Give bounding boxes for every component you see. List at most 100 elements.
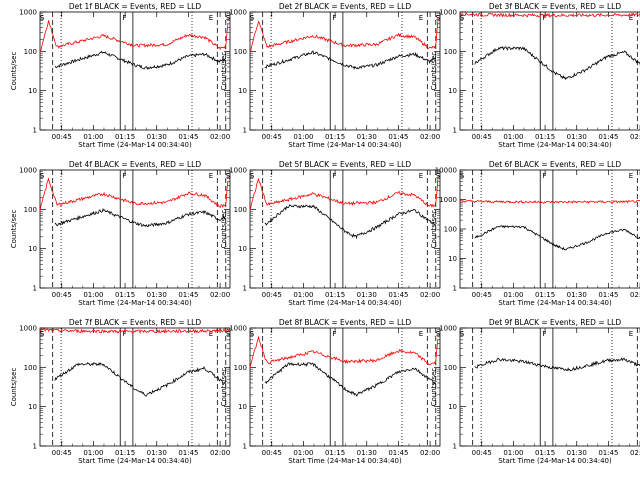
x-tick-label: 00:45 — [262, 291, 282, 299]
y-tick-label: 10 — [238, 403, 247, 411]
x-tick-label: 01:45 — [598, 449, 618, 457]
panel-title: Det 4f BLACK = Events, RED = LLD — [69, 160, 202, 169]
x-tick-label: 00:45 — [472, 449, 492, 457]
marker-label-e: E — [209, 172, 213, 180]
y-tick-label: 1000 — [439, 196, 457, 204]
marker-label-e: E — [629, 14, 633, 22]
series-events — [264, 50, 437, 70]
panel-title: Det 6f BLACK = Events, RED = LLD — [489, 160, 622, 169]
y-tick-label: 10 — [28, 245, 37, 253]
series-lld — [249, 336, 439, 369]
y-axis-label: Counts/sec — [430, 52, 438, 91]
marker-label-s: S — [40, 14, 45, 22]
x-tick-label: 00:45 — [262, 133, 282, 141]
x-tick-label: 02:00 — [420, 291, 440, 299]
x-tick-label: 01:15 — [115, 449, 135, 457]
x-tick-label: 00:45 — [52, 449, 72, 457]
series-lld — [39, 327, 231, 334]
panel-det-2: Det 2f BLACK = Events, RED = LLD 1 10 100 10… — [220, 2, 441, 149]
y-tick-label: 10000 — [435, 167, 457, 175]
series-events — [474, 45, 640, 81]
marker-label-s: S — [460, 330, 465, 338]
x-tick-label: 01:45 — [598, 133, 618, 141]
y-tick-label: 1 — [243, 127, 247, 135]
x-tick-label: 01:15 — [535, 133, 555, 141]
y-tick-label: 1 — [243, 285, 247, 293]
marker-label-e: E — [629, 172, 633, 180]
panel-det-3: Det 3f BLACK = Events, RED = LLD 1 10 100 10… — [430, 2, 640, 149]
panel-det-1: Det 1f BLACK = Events, RED = LLD 1 10 100 10… — [10, 2, 231, 149]
marker-label-f: F — [332, 330, 336, 338]
x-tick-label: 01:45 — [388, 449, 408, 457]
panel-title: Det 7f BLACK = Events, RED = LLD — [69, 318, 202, 327]
x-tick-label: 01:15 — [535, 449, 555, 457]
x-tick-label: 01:00 — [503, 449, 523, 457]
plot-frame — [459, 327, 640, 447]
x-axis-label: Start Time (24-Mar-14 00:34:40) — [78, 299, 192, 307]
x-axis-label: Start Time (24-Mar-14 00:34:40) — [288, 141, 402, 149]
y-tick-label: 10 — [28, 87, 37, 95]
x-tick-label: 01:30 — [567, 133, 587, 141]
x-tick-label: 01:00 — [83, 291, 103, 299]
y-tick-label: 100 — [234, 364, 247, 372]
y-tick-label: 10 — [448, 87, 457, 95]
marker-label-e: E — [419, 14, 423, 22]
y-tick-label: 10 — [28, 403, 37, 411]
x-tick-label: 01:30 — [567, 449, 587, 457]
y-tick-label: 1 — [33, 443, 37, 451]
marker-label-s: S — [226, 14, 231, 22]
y-tick-label: 100 — [24, 206, 37, 214]
plot-frame — [459, 11, 640, 131]
plot-frame — [39, 169, 231, 289]
x-tick-label: 01:30 — [567, 291, 587, 299]
y-tick-label: 100 — [234, 48, 247, 56]
marker-label-f: F — [542, 330, 546, 338]
y-axis-label: Counts/sec — [220, 210, 228, 249]
x-tick-label: 01:30 — [147, 291, 167, 299]
marker-label-e: E — [419, 330, 423, 338]
y-tick-label: 10 — [238, 245, 247, 253]
x-tick-label: 00:45 — [52, 133, 72, 141]
panel-title: Det 5f BLACK = Events, RED = LLD — [279, 160, 412, 169]
x-tick-label: 01:45 — [388, 133, 408, 141]
x-tick-label: 00:45 — [52, 291, 72, 299]
x-axis-label: Start Time (24-Mar-14 00:34:40) — [78, 141, 192, 149]
marker-label-s: S — [436, 172, 441, 180]
marker-label-e: E — [629, 330, 633, 338]
y-tick-label: 1000 — [229, 325, 247, 333]
panel-title: Det 1f BLACK = Events, RED = LLD — [69, 2, 202, 11]
x-tick-label: 00:45 — [262, 449, 282, 457]
x-tick-label: 01:00 — [503, 133, 523, 141]
x-tick-label: 01:15 — [325, 133, 345, 141]
panel-det-9: Det 9f BLACK = Events, RED = LLD 1 10 100 10… — [430, 318, 640, 465]
x-tick-label: 01:00 — [83, 133, 103, 141]
y-tick-label: 100 — [444, 364, 457, 372]
y-axis-label: Counts/sec — [430, 368, 438, 407]
y-tick-label: 100 — [444, 48, 457, 56]
x-tick-label: 02:00 — [420, 449, 440, 457]
marker-label-s: S — [250, 14, 255, 22]
y-tick-label: 1 — [453, 443, 457, 451]
marker-label-s: S — [250, 172, 255, 180]
series-lld — [39, 178, 229, 212]
x-tick-label: 01:45 — [598, 291, 618, 299]
series-lld — [459, 11, 640, 18]
series-events — [54, 50, 227, 70]
marker-label-e: E — [419, 172, 423, 180]
marker-label-s: S — [226, 330, 231, 338]
panel-title: Det 8f BLACK = Events, RED = LLD — [279, 318, 412, 327]
x-tick-label: 01:45 — [178, 133, 198, 141]
series-lld — [39, 20, 229, 53]
panel-title: Det 9f BLACK = Events, RED = LLD — [489, 318, 622, 327]
x-tick-label: 02:00 — [420, 133, 440, 141]
x-tick-label: 01:15 — [325, 291, 345, 299]
y-tick-label: 1000 — [19, 9, 37, 17]
plot-frame — [39, 327, 231, 447]
x-tick-label: 00:45 — [472, 133, 492, 141]
x-tick-label: 01:15 — [325, 449, 345, 457]
series-events — [54, 361, 227, 397]
panel-det-6: Det 6f BLACK = Events, RED = LLD 1 10 100 10… — [430, 160, 640, 307]
x-tick-label: 01:00 — [83, 449, 103, 457]
marker-label-s: S — [40, 330, 45, 338]
